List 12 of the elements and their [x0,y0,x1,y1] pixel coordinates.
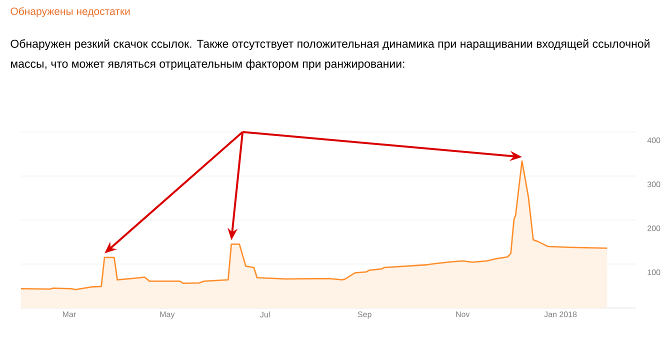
x-tick-label: Jul [260,312,270,318]
x-tick-label: May [160,312,175,319]
chart-subtitle: Обнаружен резкий скачок ссылок. Также отсутствует положительная динамика при наращивании входящей ссылочной массы, что может являться отрицательным фактором при ранжировании: [10,39,650,70]
y-tick-label: 100 [648,270,660,276]
y-tick-label: 200 [648,226,660,232]
x-tick-label: Mar [62,312,76,318]
y-tick-label: 400 [647,138,660,144]
x-tick-label: Nov [456,312,470,318]
chart-title: Обнаружены недостатки [10,7,130,18]
x-tick-label: Jan 2018 [544,312,577,318]
y-tick-label: 300 [647,182,660,188]
x-tick-label: Sep [358,312,372,319]
